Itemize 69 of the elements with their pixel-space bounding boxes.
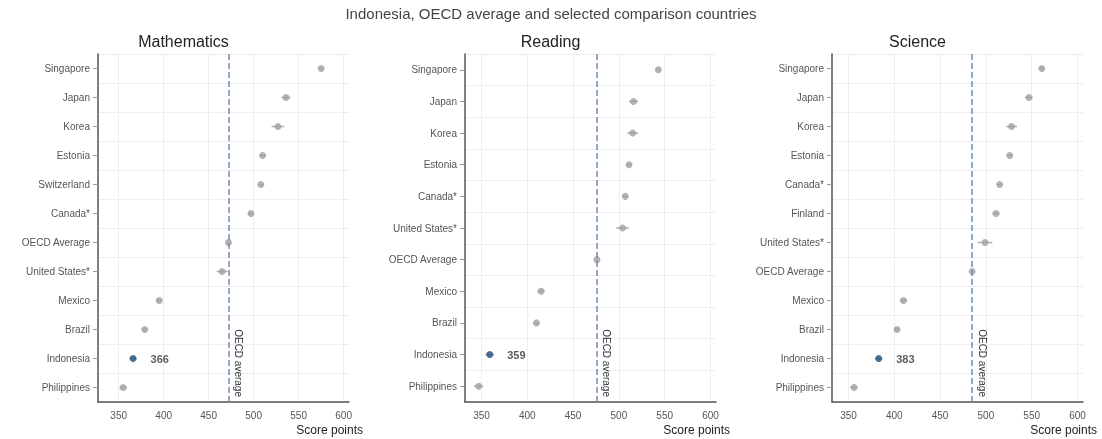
point [619,224,627,232]
x-tick-label: 350 [473,409,491,421]
y-tick-label: United States* [760,237,825,248]
y-tick-label: Philippines [408,380,457,392]
y-tick-label: OECD Average [388,254,458,266]
x-tick-label: 600 [1069,409,1087,421]
y-tick-label: Canada* [785,179,825,190]
y-tick-label: Estonia [790,150,825,161]
data-label: 383 [896,352,915,365]
y-tick-label: Indonesia [413,349,458,361]
x-tick-label: 600 [702,409,720,421]
y-tick-label: OECD Average [21,237,91,248]
point [981,239,989,246]
ref-line-label: OECD average [232,329,244,398]
y-tick-label: Philippines [41,382,90,393]
y-tick-label: Indonesia [46,353,91,364]
x-tick-label: 400 [885,409,904,421]
y-tick-label: Korea [797,121,825,132]
x-axis-title: Score points [296,423,363,437]
x-tick-label: 550 [1023,409,1041,421]
y-tick-label: Korea [63,121,91,132]
y-tick-label: Philippines [775,382,824,393]
x-tick-label: 450 [564,409,582,421]
y-tick-label: United States* [26,266,91,277]
y-tick-label: Indonesia [780,353,825,364]
text: Indonesia, OECD average and selected comparison countries [345,5,757,22]
y-tick-label: Japan [62,92,90,103]
x-axis-title: Score points [1030,423,1097,437]
ref-line-label: OECD average [976,329,988,398]
x-tick-label: 350 [110,409,128,421]
y-tick-label: Mexico [792,295,825,306]
x-tick-label: 450 [931,409,949,421]
y-tick-label: Estonia [56,150,91,161]
data-label: 359 [507,348,526,361]
x-tick-label: 550 [290,409,308,421]
chart-title: Science [889,32,947,50]
y-tick-label: Canada* [418,190,458,202]
y-tick-label: Estonia [423,159,458,171]
ref-line-label: OECD average [601,329,613,398]
y-tick-label: Korea [430,127,458,139]
x-tick-label: 600 [335,409,353,421]
y-tick-label: Brazil [64,324,90,335]
y-tick-label: Brazil [798,324,824,335]
x-tick-label: 550 [656,409,674,421]
x-tick-label: 450 [200,409,218,421]
x-axis-title: Score points [663,423,730,437]
data-label: 366 [150,352,169,365]
y-tick-label: Japan [429,95,457,107]
x-tick-label: 500 [977,409,995,421]
y-tick-label: Japan [796,92,824,103]
y-tick-label: Canada* [51,208,91,219]
y-tick-label: Mexico [58,295,91,306]
y-tick-label: Singapore [44,63,91,74]
y-tick-label: Singapore [411,64,458,76]
y-tick-label: OECD Average [755,266,825,277]
x-tick-label: 500 [245,409,263,421]
x-tick-label: 400 [155,409,173,421]
y-tick-label: Mexico [425,285,458,297]
y-tick-label: Singapore [778,63,825,74]
x-tick-label: 500 [610,409,628,421]
chart-title: Mathematics [138,32,229,50]
chart-title: Reading [520,32,581,50]
y-tick-label: Finland [791,208,824,219]
y-tick-label: Brazil [431,317,457,329]
point [274,123,282,130]
y-tick-label: United States* [393,222,458,234]
y-tick-label: Switzerland [38,179,90,190]
x-tick-label: 350 [840,409,858,421]
x-tick-label: 400 [518,409,537,421]
